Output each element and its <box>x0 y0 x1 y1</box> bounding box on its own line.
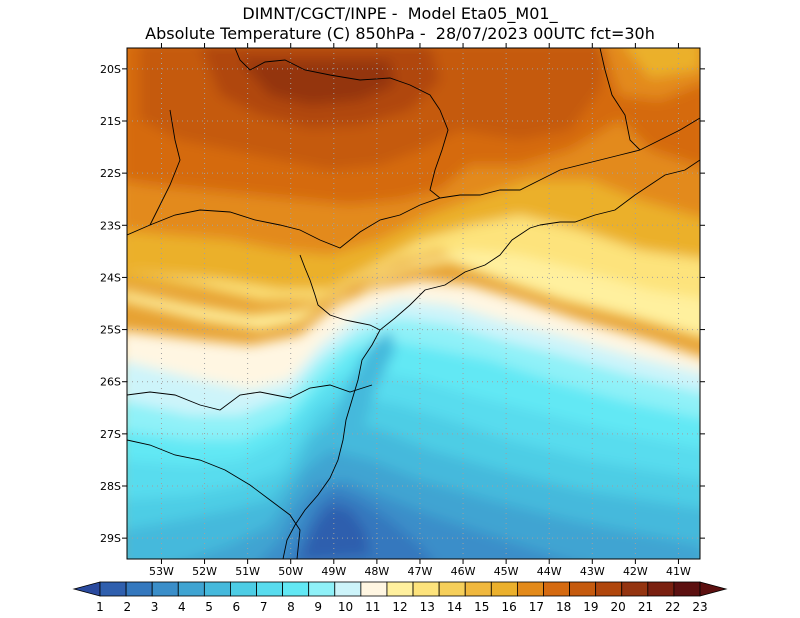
lon-label: 43W <box>580 565 605 578</box>
colorbar-segment <box>569 581 597 597</box>
lat-label: 26S <box>100 376 121 389</box>
colorbar-segment <box>595 581 623 597</box>
colorbar-label: 14 <box>447 600 462 614</box>
colorbar-label: 18 <box>556 600 571 614</box>
map-title-line1: DIMNT/CGCT/INPE - Model Eta05_M01_ <box>242 4 558 23</box>
colorbar-segment <box>256 581 284 597</box>
lon-label: 45W <box>494 565 519 578</box>
colorbar-label: 22 <box>665 600 680 614</box>
colorbar-label: 17 <box>529 600 544 614</box>
colorbar-segment <box>203 581 231 597</box>
colorbar-label: 5 <box>205 600 213 614</box>
lon-label: 48W <box>364 565 389 578</box>
latitude-axis: 20S 21S 22S 23S 24S 25S 26S 27S 28S 29S <box>100 63 121 545</box>
lat-label: 25S <box>100 324 121 337</box>
map-title-line2: Absolute Temperature (C) 850hPa - 28/07/… <box>145 24 655 43</box>
lat-label: 28S <box>100 480 121 493</box>
lon-label: 47W <box>408 565 433 578</box>
lon-label: 41W <box>666 565 691 578</box>
lon-label: 44W <box>537 565 562 578</box>
lat-label: 27S <box>100 428 121 441</box>
lat-label: 29S <box>100 532 121 545</box>
colorbar-segment <box>230 581 257 597</box>
colorbar-label: 11 <box>365 600 380 614</box>
colorbar-segment <box>151 581 179 597</box>
map-graticule <box>127 48 700 559</box>
colorbar-segment <box>360 581 388 597</box>
colorbar-segment <box>412 581 440 597</box>
colorbar-segment <box>386 581 414 597</box>
lat-label: 24S <box>100 271 121 284</box>
colorbar-label: 8 <box>287 600 295 614</box>
colorbar-segment <box>177 581 205 597</box>
colorbar-label: 4 <box>178 600 186 614</box>
lon-label: 52W <box>192 565 217 578</box>
lon-label: 42W <box>623 565 648 578</box>
lat-label: 22S <box>100 167 121 180</box>
longitude-axis: 53W 52W 51W 50W 49W 48W 47W 46W 45W 44W 43W 42W 41W <box>149 565 691 578</box>
lon-label: 50W <box>278 565 303 578</box>
map-frame <box>126 47 701 560</box>
lat-label: 20S <box>100 63 121 76</box>
colorbar-legend: 1 2 3 4 5 6 7 8 9 10 11 12 13 14 15 16 17 18 19 20 21 22 23 <box>72 581 728 614</box>
axis-ticks <box>122 43 705 564</box>
colorbar-over-triangle <box>699 581 728 597</box>
colorbar-segment <box>516 581 544 597</box>
colorbar-label: 6 <box>233 600 241 614</box>
colorbar-label: 12 <box>392 600 407 614</box>
lon-label: 51W <box>235 565 260 578</box>
colorbar-label: 13 <box>420 600 435 614</box>
colorbar-segment <box>282 581 310 597</box>
colorbar-label: 1 <box>96 600 104 614</box>
colorbar-label: 15 <box>474 600 489 614</box>
colorbar-label: 21 <box>638 600 653 614</box>
colorbar-label: 19 <box>583 600 598 614</box>
temperature-field <box>127 48 700 559</box>
colorbar-segment <box>621 581 649 597</box>
lon-label: 49W <box>321 565 346 578</box>
colorbar-label: 2 <box>123 600 131 614</box>
colorbar-segment <box>99 581 127 597</box>
colorbar-segment <box>490 581 518 597</box>
coastline-boundaries <box>127 48 700 559</box>
colorbar-label: 7 <box>260 600 268 614</box>
colorbar-label: 20 <box>611 600 626 614</box>
colorbar-segment <box>308 581 336 597</box>
lon-label: 53W <box>149 565 174 578</box>
colorbar-label: 23 <box>692 600 707 614</box>
colorbar-label: 10 <box>338 600 353 614</box>
colorbar-label: 16 <box>501 600 516 614</box>
lon-label: 46W <box>451 565 476 578</box>
colorbar-label: 9 <box>314 600 322 614</box>
colorbar-segment <box>647 581 675 597</box>
colorbar-segment <box>543 581 570 597</box>
colorbar-segment <box>125 581 153 597</box>
lat-label: 23S <box>100 219 121 232</box>
lat-label: 21S <box>100 115 121 128</box>
colorbar-label: 3 <box>151 600 159 614</box>
colorbar-segment <box>334 581 362 597</box>
colorbar-segment <box>464 581 492 597</box>
colorbar-segment <box>673 581 701 597</box>
colorbar-segment <box>438 581 466 597</box>
colorbar-under-triangle <box>72 581 101 597</box>
